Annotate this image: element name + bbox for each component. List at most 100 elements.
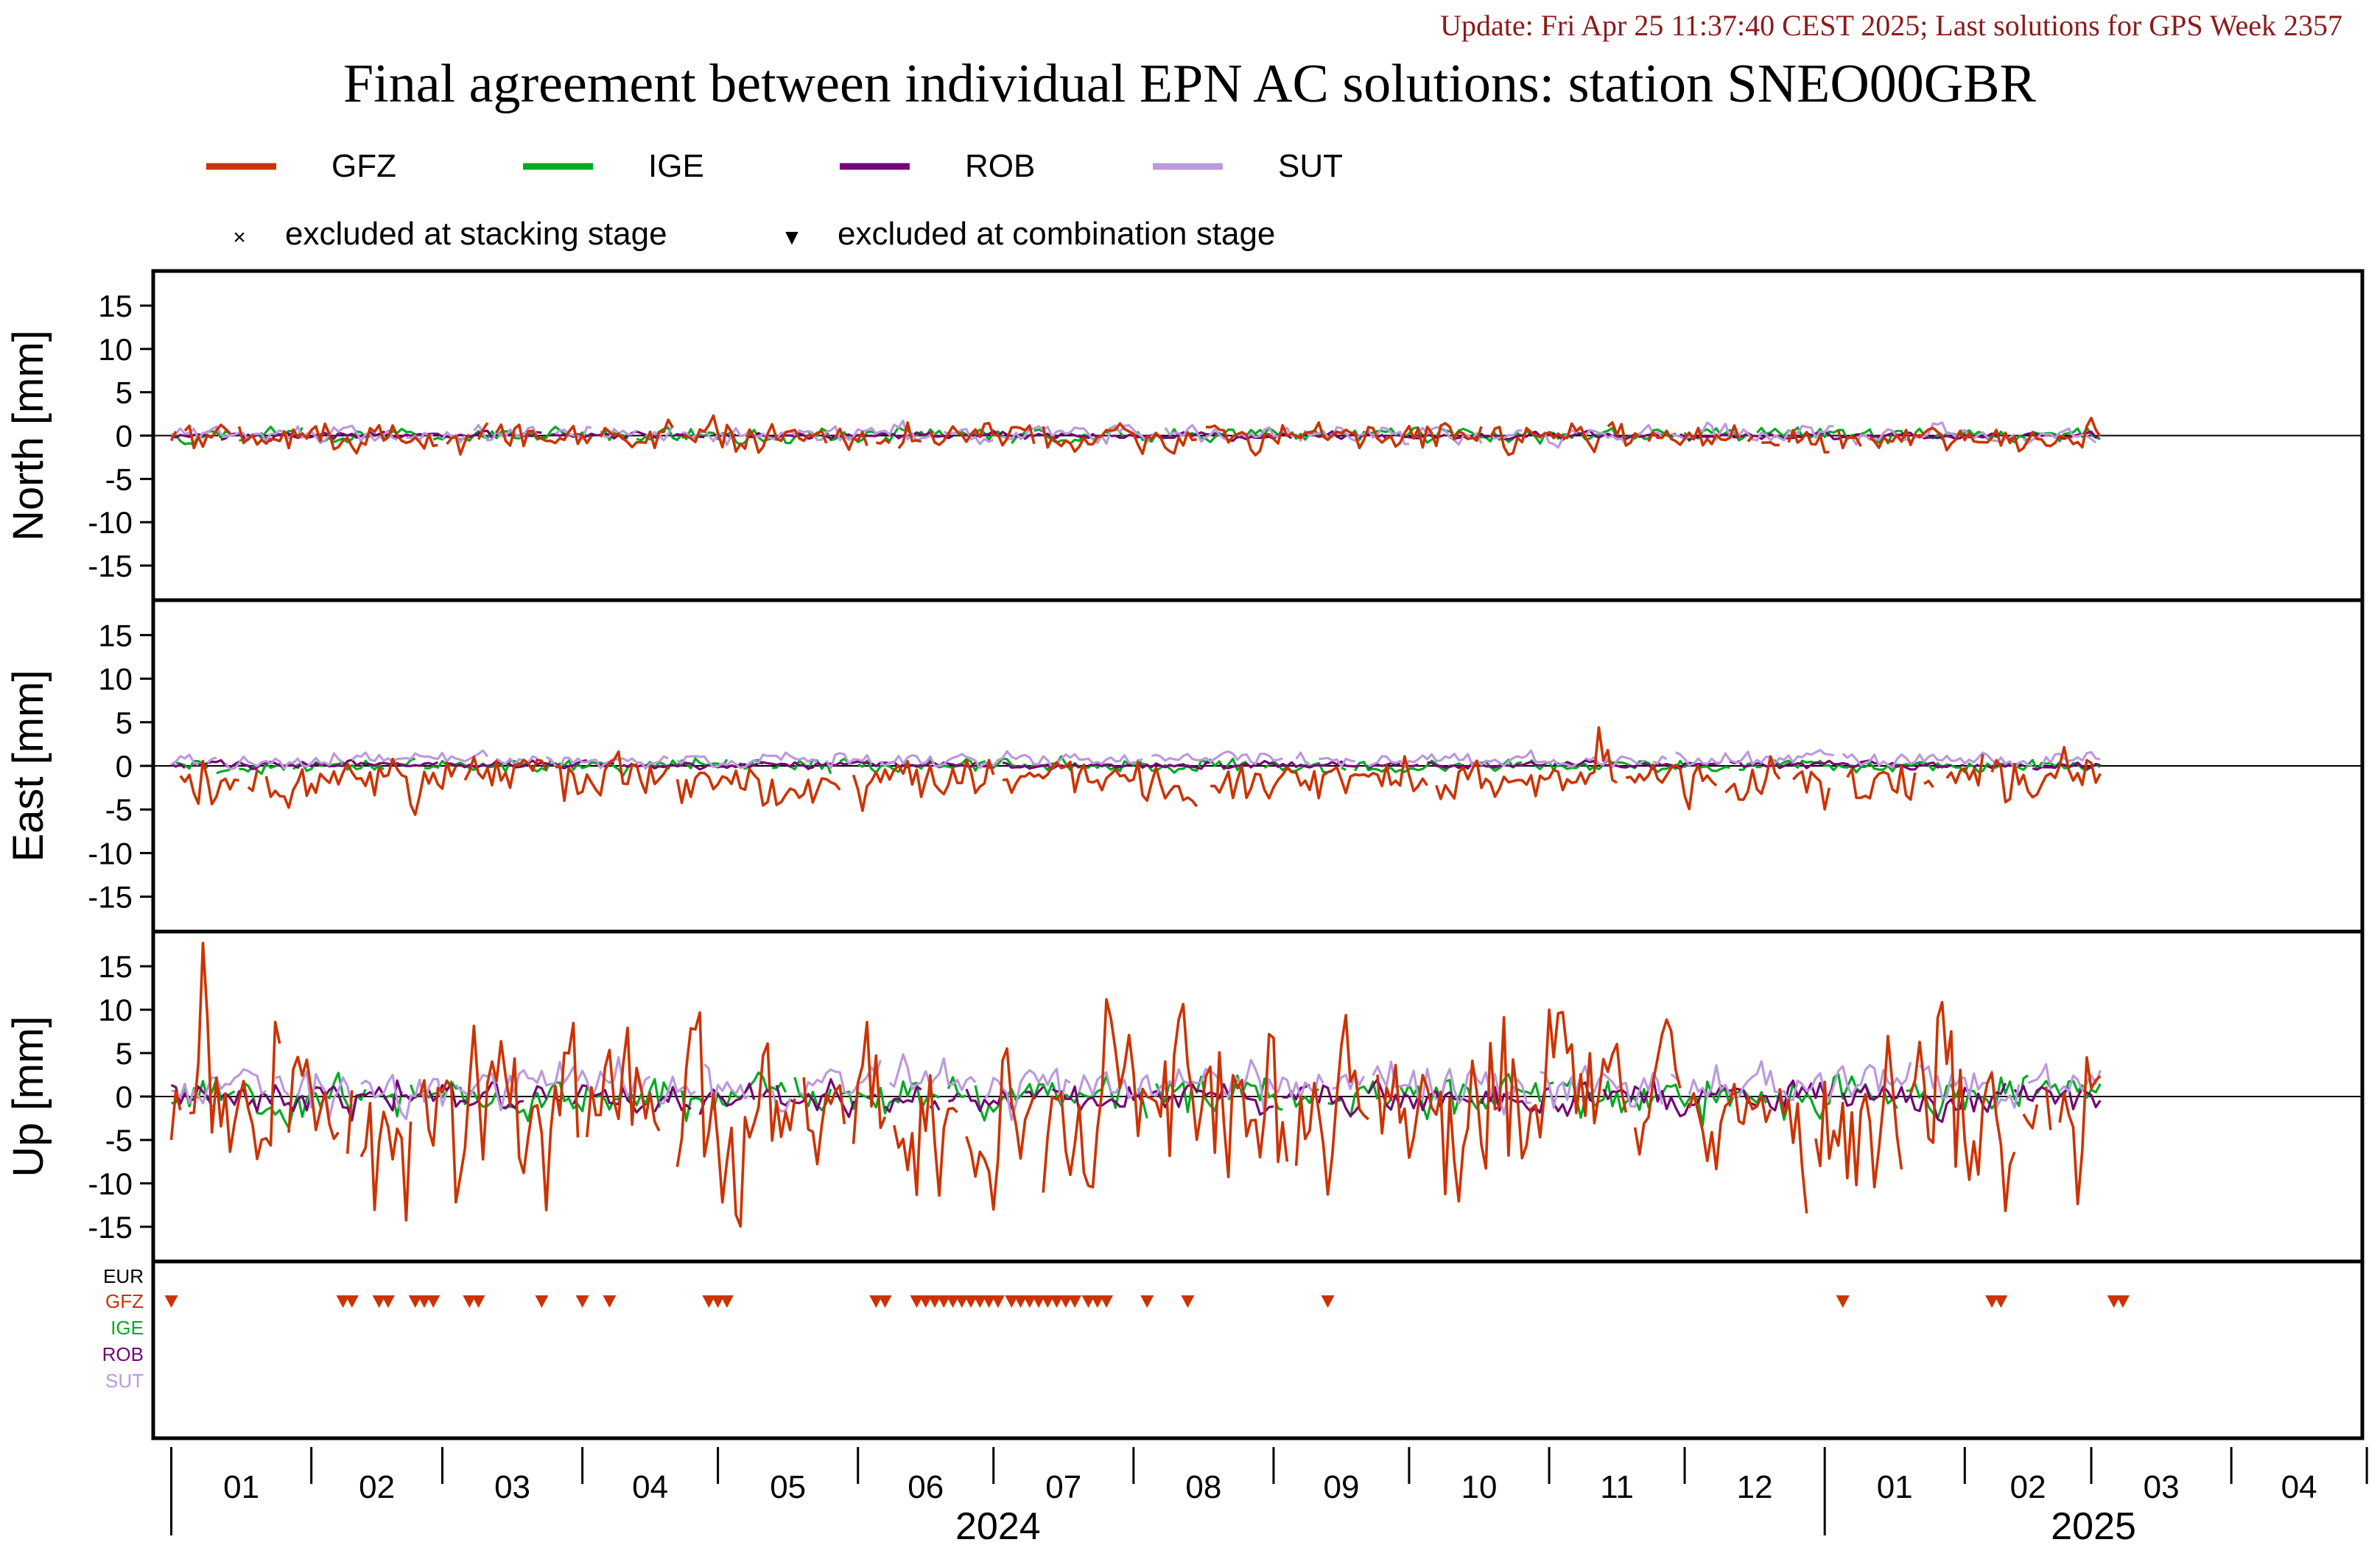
legend-marker-label-1: excluded at combination stage [838,216,1275,252]
exclusion-marker-gfz [345,1295,359,1308]
exclusion-marker-gfz [1022,1295,1036,1308]
series-line-east-rob [170,759,2101,771]
y-tick-label: 5 [116,376,133,410]
panels: 15 10 5 0 -5 -10 -15 North [mm] 15 10 5 0 -5 -10 -15 Ea… [4,269,2365,1264]
exclusion-marker-gfz [408,1295,422,1308]
exclusion-marker-gfz [575,1295,589,1308]
exclusion-marker-gfz [1041,1295,1055,1308]
exclusion-row-label-eur: EUR [103,1265,144,1287]
y-tick-label: 0 [116,419,133,454]
chart-title: Final agreement between individual EPN A… [343,54,2037,114]
exclusion-marker-gfz [955,1295,969,1308]
legend-label-rob: ROB [965,148,1035,184]
month-label: 05 [770,1469,806,1505]
x-axis: 01 02 03 04 05 06 07 08 09 10 11 12 01 02 03 04 2024 2025 [170,1447,2368,1545]
exclusion-marker-gfz [1100,1295,1114,1308]
month-label: 06 [908,1469,944,1505]
y-axis-label-north: North [mm] [4,330,52,541]
y-axis-label-east: East [mm] [4,669,52,862]
month-label: 08 [1185,1469,1221,1505]
exclusion-marker-gfz [964,1295,978,1308]
y-tick-label: 5 [116,1036,133,1071]
exclusion-marker-gfz [946,1295,960,1308]
y-tick-label: 15 [98,289,133,323]
month-label: 07 [1045,1469,1081,1505]
legend-label-gfz: GFZ [331,148,396,184]
year-label: 2024 [955,1505,1041,1545]
y-tick-label: -10 [88,505,133,540]
exclusion-marker-gfz [164,1295,178,1308]
exclusion-marker-gfz [381,1295,395,1308]
exclusion-marker-gfz [927,1295,941,1308]
y-tick-label: 5 [116,705,133,740]
exclusion-marker-gfz [1994,1295,2008,1308]
y-tick-label: -5 [105,462,133,496]
panel-up: 15 10 5 0 -5 -10 -15 Up [mm] [4,929,2365,1264]
exclusion-marker-gfz [426,1295,440,1308]
y-tick-label: 10 [98,993,133,1027]
month-label: 04 [632,1469,668,1505]
y-tick-label: -10 [88,836,133,870]
legend-marker-label-0: excluded at stacking stage [285,216,667,252]
legend-label-ige: IGE [648,148,704,184]
exclusion-marker-gfz [463,1295,477,1308]
month-label: 04 [2281,1469,2317,1505]
exclusion-marker-gfz [372,1295,386,1308]
exclusion-marker-gfz [1005,1295,1019,1308]
month-label: 10 [1461,1469,1498,1505]
exclusion-marker-gfz [720,1295,734,1308]
exclusion-marker-gfz [1321,1295,1335,1308]
exclusion-marker-gfz [1081,1295,1095,1308]
exclusion-marker-gfz [982,1295,996,1308]
month-label: 02 [2010,1469,2046,1505]
y-tick-label: -5 [105,792,133,827]
exclusion-row-label-sut: SUT [105,1370,144,1392]
exclusion-frame [151,1259,2365,1440]
exclusion-marker-gfz [417,1295,431,1308]
y-tick-label: 0 [116,749,133,784]
exclusion-marker-gfz [471,1295,485,1308]
exclusion-marker-gfz [1836,1295,1850,1308]
exclusion-marker-gfz [910,1295,924,1308]
y-axis-label-up: Up [mm] [4,1016,52,1177]
legend-marker-symbol-0: × [233,225,246,250]
exclusion-marker-gfz [535,1295,549,1308]
y-tick-label: 10 [98,332,133,367]
exclusion-marker-gfz [1181,1295,1195,1308]
exclusion-marker-gfz [1140,1295,1154,1308]
exclusion-row-label-rob: ROB [102,1343,144,1365]
exclusion-marker-gfz [991,1295,1005,1308]
exclusion-marker-gfz [1032,1295,1046,1308]
exclusion-marker-gfz [1014,1295,1028,1308]
y-tick-label: -15 [88,1210,133,1245]
y-tick-label: 10 [98,662,133,697]
exclusion-marker-gfz [336,1295,350,1308]
exclusion-panel: EUR GFZ IGE ROB SUT [102,1259,2365,1440]
legend-marker-symbol-1: ▼ [781,225,803,250]
exclusion-row-label-gfz: GFZ [105,1290,144,1312]
exclusion-marker-gfz [1050,1295,1064,1308]
month-label: 09 [1323,1469,1359,1505]
panel-east: 15 10 5 0 -5 -10 -15 East [mm] [4,598,2365,934]
month-label: 12 [1737,1469,1773,1505]
exclusion-marker-gfz [919,1295,933,1308]
exclusion-marker-gfz [937,1295,951,1308]
exclusion-marker-gfz [1985,1295,1999,1308]
y-tick-label: -15 [88,880,133,915]
exclusion-row-label-ige: IGE [110,1317,144,1339]
series-line-north-gfz [169,414,2102,457]
exclusion-marker-gfz [869,1295,883,1308]
series-line-east-gfz [179,726,2102,816]
legend: GFZ IGE ROB SUT × excluded at stacking stage ▼… [206,148,1343,252]
y-tick-label: -5 [105,1123,133,1158]
month-label: 03 [2144,1469,2180,1505]
series-line-east-sut [170,748,2101,770]
exclusion-marker-gfz [603,1295,617,1308]
month-label: 02 [359,1469,395,1505]
exclusion-marker-gfz [2107,1295,2121,1308]
y-tick-label: 15 [98,949,133,984]
month-label: 03 [494,1469,530,1505]
exclusion-marker-gfz [1059,1295,1073,1308]
month-label: 01 [223,1469,259,1505]
